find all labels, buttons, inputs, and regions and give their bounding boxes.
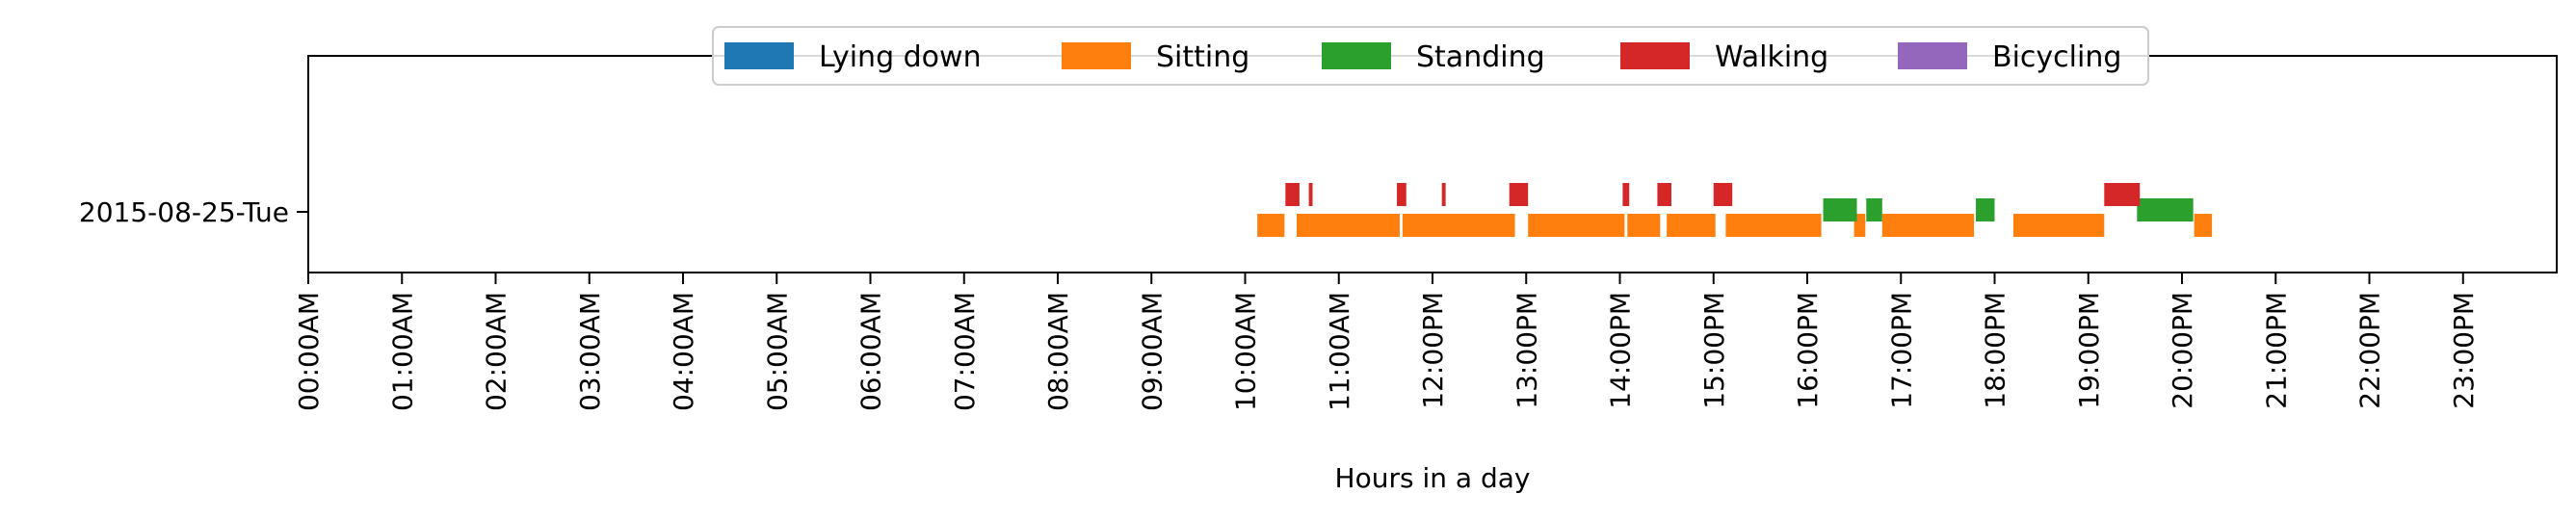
bar-walking-2 [1397,183,1406,206]
bar-sitting-4 [1627,214,1661,237]
x-tick-label: 19:00PM [2073,292,2105,409]
bar-walking-7 [1713,183,1733,206]
x-tick-label: 16:00PM [1792,292,1824,409]
legend-label-lying-down: Lying down [819,40,982,74]
x-tick-label: 02:00AM [481,292,513,411]
legend-swatch-walking [1620,42,1690,69]
bar-walking-1 [1308,183,1313,206]
bar-walking-0 [1285,183,1300,206]
legend-swatch-standing [1322,42,1391,69]
x-tick-label: 20:00PM [2167,292,2198,409]
y-axis-ticks: 2015-08-25-Tue [79,196,308,228]
bar-sitting-0 [1257,214,1285,237]
legend-label-standing: Standing [1416,40,1545,74]
x-tick-label: 15:00PM [1698,292,1730,409]
x-tick-label: 04:00AM [668,292,699,411]
bar-walking-8 [2104,183,2141,206]
x-tick-label: 21:00PM [2260,292,2292,409]
legend-label-walking: Walking [1715,40,1828,74]
bar-sitting-8 [1881,214,1975,237]
axes-frame [307,55,2558,273]
x-tick-label: 00:00AM [293,292,325,411]
bar-standing-0 [1823,198,1857,221]
bar-sitting-5 [1667,214,1716,237]
x-tick-label: 13:00PM [1511,292,1542,409]
x-tick-label: 05:00AM [761,292,793,411]
x-tick-label: 06:00AM [855,292,887,411]
legend-swatch-bicycling [1898,42,1967,69]
x-tick-label: 11:00AM [1324,292,1355,411]
legend-swatch-sitting [1062,42,1131,69]
bar-sitting-2 [1402,214,1515,237]
bar-sitting-7 [1853,214,1866,237]
x-tick-label: 08:00AM [1042,292,1074,411]
x-tick-label: 22:00PM [2354,292,2386,409]
x-tick-label: 17:00PM [1885,292,1917,409]
activity-bars [1257,183,2213,237]
bar-sitting-9 [2012,214,2105,237]
legend-label-sitting: Sitting [1156,40,1249,74]
y-tick-label: 2015-08-25-Tue [79,196,289,228]
x-tick-label: 01:00AM [386,292,418,411]
bar-standing-1 [1866,198,1882,221]
legend: Lying down Sitting Standing Walking Bicyclin… [712,26,2149,86]
bar-standing-2 [1976,198,1995,221]
bar-walking-5 [1622,183,1630,206]
legend-label-bicycling: Bicycling [1992,40,2121,74]
legend-swatch-lying-down [724,42,794,69]
legend-box [712,26,2149,86]
x-tick-label: 07:00AM [949,292,981,411]
bar-walking-6 [1657,183,1671,206]
x-tick-label: 14:00PM [1605,292,1637,409]
bar-sitting-10 [2194,214,2213,237]
bar-sitting-3 [1528,214,1625,237]
x-tick-label: 03:00AM [574,292,606,411]
bar-walking-3 [1441,183,1446,206]
bar-walking-4 [1509,183,1529,206]
x-axis-label: Hours in a day [1335,462,1531,494]
bar-standing-3 [2137,198,2194,221]
x-tick-label: 10:00AM [1230,292,1262,411]
x-tick-label: 09:00AM [1136,292,1168,411]
x-axis-ticks: 00:00AM 01:00AM 02:00AM 03:00AM 04:00AM 05:00… [293,273,2480,411]
x-tick-label: 23:00PM [2448,292,2480,409]
x-tick-label: 18:00PM [1980,292,2011,409]
x-tick-label: 12:00PM [1417,292,1449,409]
bar-sitting-6 [1725,214,1822,237]
bar-sitting-1 [1296,214,1400,237]
